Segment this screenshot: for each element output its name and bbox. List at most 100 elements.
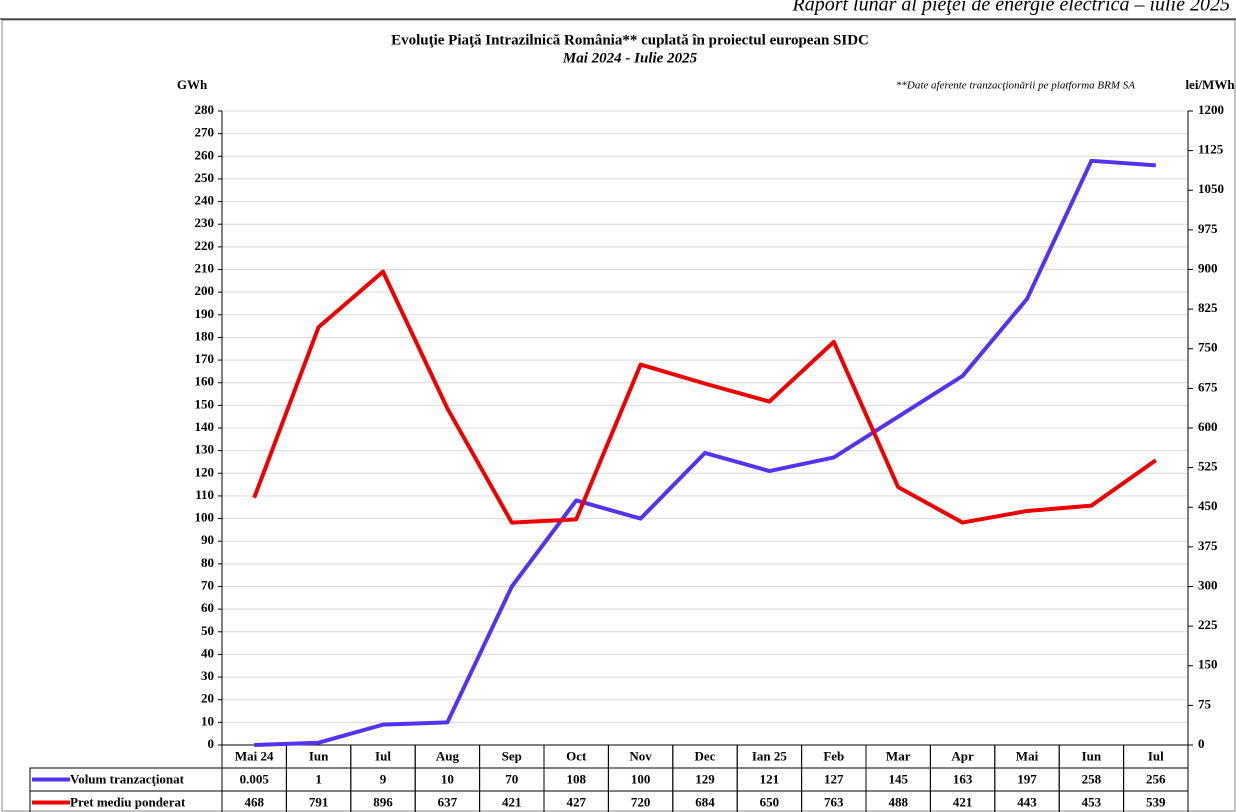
y2-tick-label: 1125	[1198, 142, 1224, 157]
table-value: 896	[373, 794, 393, 809]
y-tick-label: 120	[195, 464, 215, 479]
table-value: 1	[315, 771, 322, 786]
y2-tick-label: 675	[1198, 379, 1218, 394]
table-value: 9	[380, 771, 387, 786]
table-value: 256	[1146, 771, 1166, 786]
x-tick-label: Nov	[629, 748, 652, 763]
y2-tick-label: 150	[1198, 657, 1218, 672]
y-tick-label: 70	[201, 577, 214, 592]
table-value: 10	[441, 771, 454, 786]
table-value: 650	[760, 794, 780, 809]
y-tick-label: 40	[201, 645, 214, 660]
table-value: 763	[824, 794, 844, 809]
chart-frame	[1, 19, 1236, 812]
table-value: 539	[1146, 794, 1166, 809]
chart-title: Evoluţie Piaţă Intrazilnică România** cu…	[391, 32, 869, 48]
y-tick-label: 160	[195, 374, 215, 389]
x-tick-label: Iul	[375, 748, 391, 763]
legend-label: Pret mediu ponderat	[70, 794, 186, 809]
y2-tick-label: 300	[1198, 577, 1218, 592]
x-tick-label: Mai	[1016, 748, 1039, 763]
x-tick-label: Mar	[886, 748, 911, 763]
table-value: 70	[505, 771, 518, 786]
annotation: **Date aferente tranzacţionării pe platf…	[896, 80, 1135, 92]
y-tick-label: 200	[195, 283, 215, 298]
y2-tick-label: 1050	[1198, 181, 1224, 196]
table-value: 121	[760, 771, 780, 786]
table-value: 443	[1017, 794, 1037, 809]
y-tick-label: 260	[195, 147, 215, 162]
x-tick-label: Oct	[566, 748, 587, 763]
y-tick-label: 80	[201, 555, 214, 570]
y-tick-label: 110	[195, 487, 214, 502]
y-tick-label: 130	[195, 442, 215, 457]
table-value: 163	[953, 771, 973, 786]
x-tick-label: Iul	[1148, 748, 1164, 763]
y-tick-label: 240	[195, 193, 215, 208]
y2-tick-label: 900	[1198, 260, 1218, 275]
y-tick-label: 0	[208, 736, 215, 751]
header: Raport lunar al pieţei de energie electr…	[792, 0, 1231, 16]
y-tick-label: 50	[201, 623, 214, 638]
y-tick-label: 250	[195, 170, 215, 185]
x-tick-label: Dec	[695, 748, 716, 763]
y-tick-label: 90	[201, 532, 214, 547]
table-value: 427	[566, 794, 586, 809]
y-tick-label: 60	[201, 600, 214, 615]
table-value: 453	[1082, 794, 1102, 809]
table-value: 127	[824, 771, 844, 786]
y2-tick-label: 75	[1198, 696, 1212, 711]
x-tick-label: Feb	[823, 748, 844, 763]
y2-tick-label: 1200	[1198, 102, 1224, 117]
table-value: 108	[566, 771, 586, 786]
y-axis-label: GWh	[177, 77, 208, 92]
table-value: 197	[1017, 771, 1037, 786]
y2-tick-label: 975	[1198, 221, 1218, 236]
y-tick-label: 190	[195, 306, 215, 321]
chart-subtitle: Mai 2024 - Iulie 2025	[562, 50, 698, 66]
y-tick-label: 10	[201, 713, 214, 728]
y2-tick-label: 375	[1198, 538, 1218, 553]
x-tick-label: Ian 25	[752, 748, 788, 763]
table-cell	[1123, 790, 1189, 812]
y-tick-label: 280	[195, 102, 215, 117]
table-value: 488	[888, 794, 908, 809]
y-tick-label: 230	[195, 215, 215, 230]
table-value: 129	[695, 771, 715, 786]
table-value: 637	[438, 794, 458, 809]
y-tick-label: 180	[195, 328, 215, 343]
series-line	[252, 269, 1157, 525]
y2-tick-label: 750	[1198, 340, 1218, 355]
table-value: 100	[631, 771, 651, 786]
y2-tick-label: 600	[1198, 419, 1218, 434]
table-value: 684	[695, 794, 715, 809]
table-value: 258	[1082, 771, 1102, 786]
table-value: 421	[502, 794, 522, 809]
y2-tick-label: 825	[1198, 300, 1218, 315]
y-tick-label: 30	[201, 668, 214, 683]
y2-tick-label: 450	[1198, 498, 1218, 513]
x-tick-label: Iun	[1082, 748, 1102, 763]
table-value: 145	[888, 771, 908, 786]
table-value: 791	[309, 794, 329, 809]
x-tick-label: Sep	[502, 748, 522, 763]
y-tick-label: 210	[195, 260, 215, 275]
series-line	[254, 158, 1156, 747]
table-value: 0.005	[240, 771, 270, 786]
y-tick-label: 270	[195, 125, 215, 140]
y-tick-label: 20	[201, 691, 214, 706]
table-value: 468	[244, 794, 264, 809]
y-tick-label: 100	[195, 510, 215, 525]
y-tick-label: 170	[195, 351, 215, 366]
x-tick-label: Mai 24	[235, 748, 274, 763]
y2-tick-label: 225	[1198, 617, 1218, 632]
y-tick-label: 140	[195, 419, 215, 434]
x-tick-label: Iun	[309, 748, 329, 763]
y2-axis-label: lei/MWh	[1185, 77, 1235, 92]
x-tick-label: Aug	[436, 748, 460, 763]
y2-tick-label: 0	[1198, 736, 1205, 751]
y-tick-label: 150	[195, 396, 215, 411]
table-value: 720	[631, 794, 651, 809]
y-tick-label: 220	[195, 238, 215, 253]
